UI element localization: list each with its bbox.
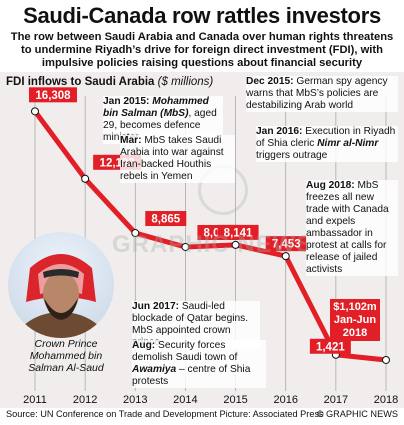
x-tick-label-2016: 2016 (273, 394, 297, 406)
annotation-aug2018: Aug 2018: MbS freezes all new trade with… (306, 180, 398, 276)
latest-value: $1,102m (333, 301, 377, 313)
data-point-2016 (281, 252, 290, 261)
portrait-caption: Crown Prince Mohammed bin Salman Al-Saud (28, 338, 104, 374)
data-point-2014 (181, 242, 190, 251)
x-tick-label-2013: 2013 (123, 394, 147, 406)
x-tick-label-2017: 2017 (324, 394, 348, 406)
data-label-box-2016 (265, 236, 307, 252)
data-point-2012 (81, 174, 90, 183)
data-label-box-2017 (309, 338, 351, 354)
latest-period: Jan-Jun 2018 (333, 314, 377, 339)
footer-source: Source: UN Conference on Trade and Devel… (6, 409, 324, 419)
annotation-aug: Aug: Security forces demolish Saudi town… (132, 340, 266, 388)
crown-prince-portrait (8, 232, 114, 338)
annotation-jan2016: Jan 2016: Execution in Riyadh of Shia cl… (256, 126, 398, 162)
portrait-illustration (14, 254, 108, 338)
data-label-box-2013 (145, 211, 187, 227)
chart-title: FDI inflows to Saudi Arabia ($ millions) (6, 76, 213, 88)
data-point-2011 (31, 107, 39, 116)
data-label-box-2011 (29, 87, 77, 103)
chart-title-unit: ($ millions) (157, 76, 214, 88)
data-label-2017: 1,421 (316, 341, 345, 353)
data-label-2011: 16,308 (35, 90, 71, 102)
data-label-2016: 7,453 (272, 239, 301, 251)
fdi-series-line (32, 108, 389, 363)
x-tick-label-2014: 2014 (173, 394, 197, 406)
data-point-2013 (131, 229, 140, 238)
data-label-2015: 8,141 (224, 227, 253, 239)
chart-title-main: FDI inflows to Saudi Arabia (6, 76, 155, 88)
data-label-box-2015 (217, 224, 259, 240)
x-tick-label-2012: 2012 (73, 394, 97, 406)
x-tick-label-2018: 2018 (374, 394, 398, 406)
page-subtitle: The row between Saudi Arabia and Canada … (10, 31, 394, 70)
data-point-2018 (382, 355, 390, 364)
watermark: GRAPHIC NEWS (112, 231, 314, 258)
x-tick-label-2011: 2011 (23, 394, 47, 406)
data-label-2013: 8,865 (151, 214, 180, 226)
annotation-mar: Mar: MbS takes Saudi Arabia into war aga… (120, 135, 235, 183)
latest-value-box: $1,102m Jan-Jun 2018 (330, 299, 380, 341)
page-title: Saudi-Canada row rattles investors (23, 3, 381, 28)
footer-credit: © GRAPHIC NEWS (316, 409, 398, 419)
data-point-2015 (231, 240, 240, 249)
annotation-dec2015: Dec 2015: German spy agency warns that M… (246, 76, 398, 112)
x-tick-label-2015: 2015 (223, 394, 247, 406)
